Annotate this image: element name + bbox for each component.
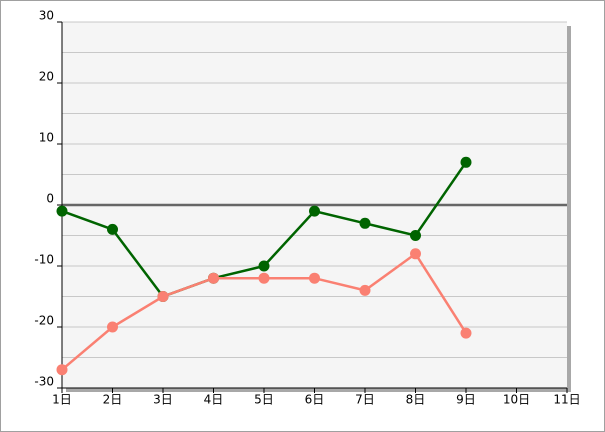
x-tick-label: 9日 <box>456 393 476 407</box>
x-tick-label: 6日 <box>305 393 325 407</box>
data-point <box>258 260 270 272</box>
data-point <box>208 272 219 284</box>
y-tick-label: 20 <box>39 70 54 84</box>
data-point <box>410 230 421 241</box>
x-tick-label: 3日 <box>153 393 173 407</box>
x-tick-label: 1日 <box>52 393 72 407</box>
data-point <box>309 205 320 217</box>
x-tick-label: 7日 <box>355 393 375 407</box>
data-point <box>56 364 68 376</box>
data-point <box>157 291 169 302</box>
data-point <box>309 272 320 284</box>
y-tick-label: 10 <box>39 131 54 145</box>
x-tick-label: 10日 <box>503 393 530 407</box>
data-point <box>410 248 421 260</box>
y-tick-label: -30 <box>34 375 54 389</box>
data-point <box>359 284 371 296</box>
y-tick-label: 30 <box>39 9 54 23</box>
data-point <box>258 272 270 284</box>
x-tick-label: 2日 <box>103 393 123 407</box>
data-point <box>107 223 118 235</box>
data-point <box>359 217 371 229</box>
data-point <box>460 327 472 339</box>
y-tick-label: -10 <box>34 253 54 267</box>
x-tick-label: 5日 <box>254 393 274 407</box>
x-tick-label: 11日 <box>553 393 580 407</box>
x-tick-label: 4日 <box>204 393 224 407</box>
data-point <box>107 321 118 333</box>
x-tick-label: 8日 <box>406 393 426 407</box>
data-point <box>56 205 68 217</box>
y-tick-label: 0 <box>46 192 54 206</box>
y-tick-label: -20 <box>34 314 54 328</box>
data-point <box>460 156 472 168</box>
